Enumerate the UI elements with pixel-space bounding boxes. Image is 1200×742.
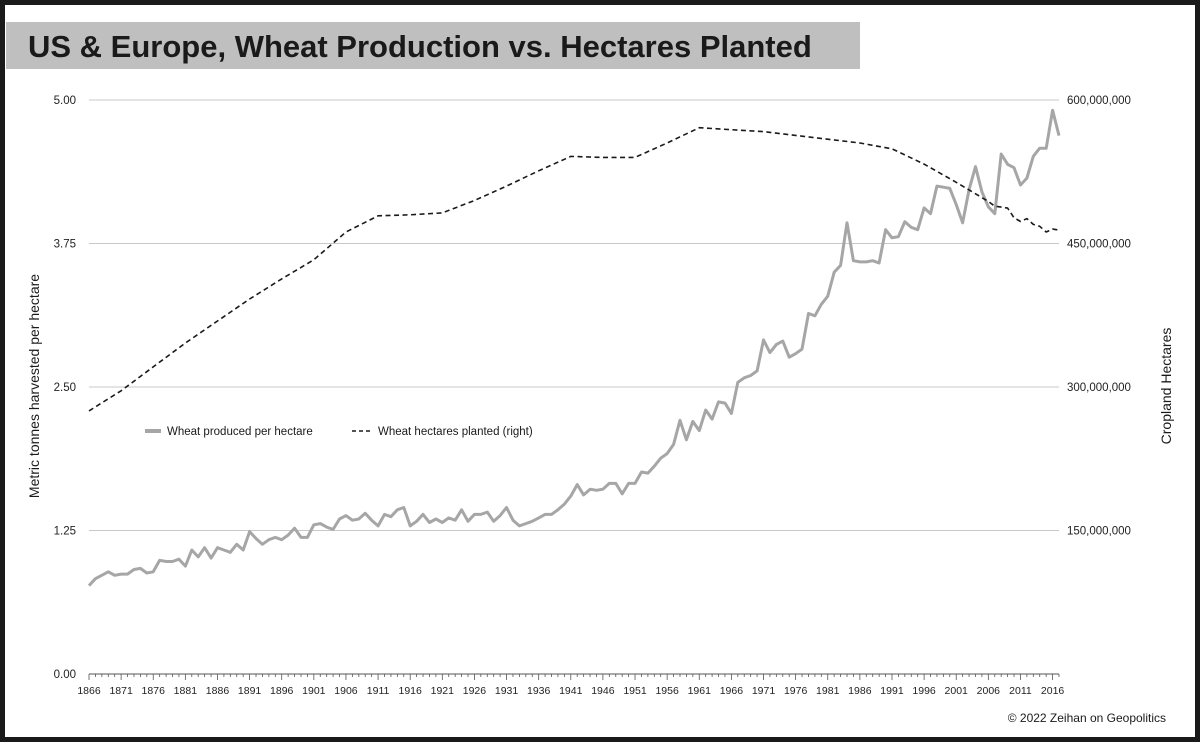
x-tick-label: 1871 (109, 685, 133, 697)
x-tick-label: 1976 (784, 685, 808, 697)
x-tick-label: 1951 (623, 685, 647, 697)
hectares-series-line (88, 126, 1060, 412)
y-axis-label: Metric tonnes harvested per hectare (26, 274, 42, 498)
x-tick-label: 1866 (77, 685, 101, 697)
title-banner (6, 22, 860, 69)
x-tick-label: 2006 (977, 685, 1001, 697)
x-tick-label: 1876 (142, 685, 166, 697)
copyright-notice: © 2022 Zeihan on Geopolitics (1008, 711, 1166, 725)
y-tick-label: 2.50 (54, 382, 76, 394)
x-tick-label: 1931 (495, 685, 519, 697)
y-tick-label: 1.25 (54, 526, 76, 538)
legend: Wheat produced per hectare Wheat hectare… (145, 426, 533, 438)
x-tick-label: 1961 (688, 685, 712, 697)
x-tick-label: 1941 (559, 685, 583, 697)
x-tick-label: 1956 (655, 685, 679, 697)
x-tick-label: 1971 (752, 685, 776, 697)
legend-yield-label: Wheat produced per hectare (167, 426, 313, 438)
y2-axis-label: Cropland Hectares (1158, 328, 1174, 445)
x-tick-label: 1896 (270, 685, 294, 697)
x-tick-label: 1906 (334, 685, 358, 697)
left-axis-ticks: 0.00 1.25 2.50 3.75 5.00 (54, 95, 76, 681)
y2-tick-label: 300,000,000 (1067, 382, 1131, 394)
x-tick-label: 1911 (367, 685, 390, 697)
x-tick-label: 1901 (302, 685, 326, 697)
y2-tick-label: 450,000,000 (1067, 239, 1131, 251)
y-tick-label: 0.00 (54, 669, 76, 681)
y2-tick-label: 600,000,000 (1067, 95, 1131, 107)
chart-title: US & Europe, Wheat Production vs. Hectar… (28, 29, 812, 64)
x-tick-label: 1991 (880, 685, 904, 697)
y2-tick-label: 150,000,000 (1067, 526, 1131, 538)
y-tick-label: 5.00 (54, 95, 76, 107)
x-tick-label: 1996 (912, 685, 936, 697)
x-tick-label: 1886 (206, 685, 230, 697)
right-axis-ticks: 150,000,000 300,000,000 450,000,000 600,000… (1067, 95, 1131, 538)
x-tick-label: 1881 (174, 685, 198, 697)
y-tick-label: 3.75 (54, 239, 76, 251)
x-axis: 1866 1871 1876 1881 1886 1891 1896 1901 1906 1911… (77, 673, 1065, 697)
series (87, 108, 1061, 587)
gridlines (89, 99, 1059, 531)
x-tick-label: 1921 (431, 685, 455, 697)
x-tick-label: 1926 (463, 685, 487, 697)
legend-hectares-label: Wheat hectares planted (right) (378, 426, 533, 438)
x-tick-label: 2011 (1009, 685, 1032, 697)
x-tick-label: 2016 (1041, 685, 1065, 697)
x-tick-label: 1936 (527, 685, 551, 697)
yield-series-line (87, 108, 1061, 587)
x-tick-label: 1966 (720, 685, 744, 697)
x-tick-label: 1981 (816, 685, 840, 697)
x-tick-label: 1916 (399, 685, 423, 697)
x-tick-label: 1891 (238, 685, 262, 697)
x-tick-label: 1946 (591, 685, 615, 697)
x-tick-label: 1986 (848, 685, 872, 697)
x-tick-label: 2001 (945, 685, 969, 697)
